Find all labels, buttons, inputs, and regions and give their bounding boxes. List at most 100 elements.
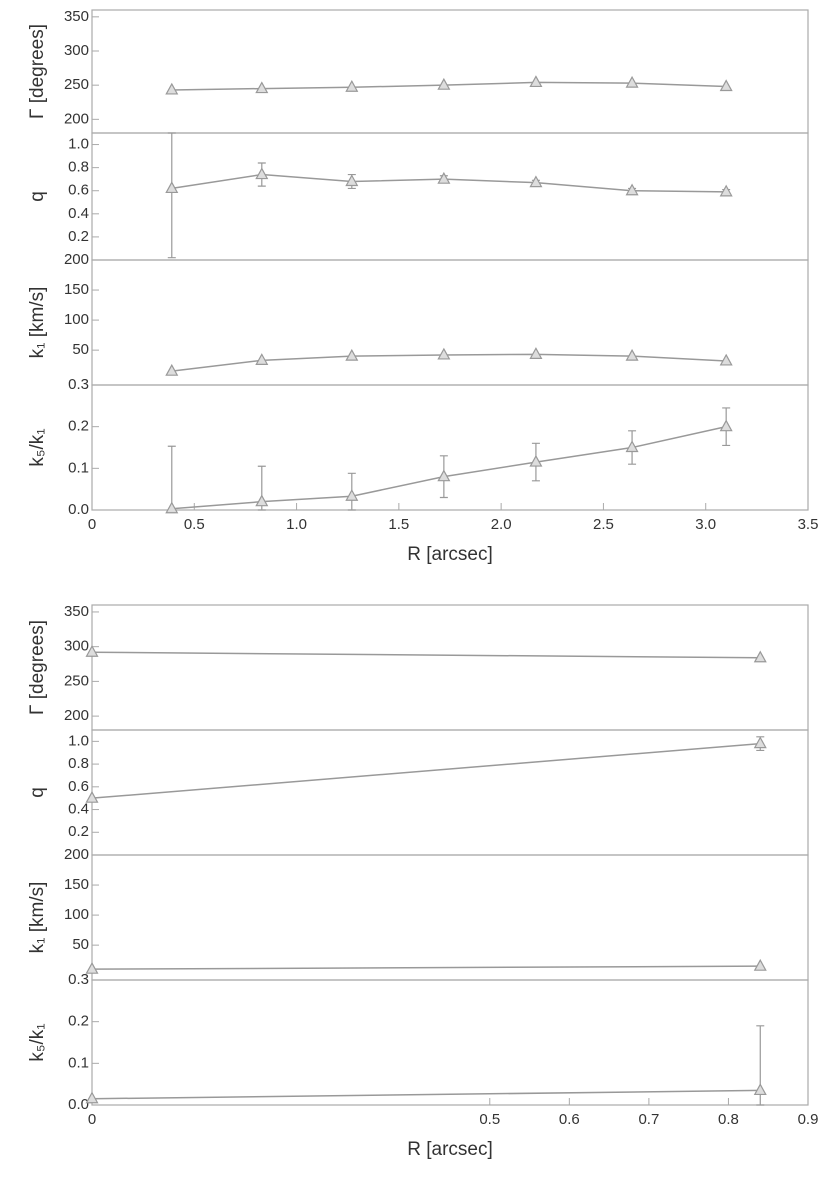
marker bbox=[437, 469, 451, 482]
y-axis-label: k₅/k₁ bbox=[27, 428, 48, 466]
y-tick-label: 100 bbox=[64, 311, 89, 328]
error-bar bbox=[167, 445, 176, 511]
panel-frame bbox=[91, 384, 809, 511]
y-tick-label: 50 bbox=[72, 341, 89, 358]
marker bbox=[165, 501, 179, 514]
marker bbox=[85, 644, 99, 657]
x-tick-label: 0 bbox=[88, 516, 96, 533]
x-tick-label: 0.5 bbox=[479, 1111, 500, 1128]
y-tick-label: 150 bbox=[64, 281, 89, 298]
y-tick-label: 300 bbox=[64, 638, 89, 655]
error-bar bbox=[167, 132, 176, 259]
x-tick-label: 2.0 bbox=[491, 516, 512, 533]
marker bbox=[345, 79, 359, 92]
y-tick-label: 0.2 bbox=[68, 1013, 89, 1030]
marker bbox=[719, 353, 733, 366]
panel-frame bbox=[91, 9, 809, 134]
marker bbox=[529, 175, 543, 188]
x-tick-label: 0.8 bbox=[718, 1111, 739, 1128]
y-axis-label: Γ [degrees] bbox=[27, 620, 48, 715]
marker bbox=[345, 174, 359, 187]
marker bbox=[85, 1091, 99, 1104]
y-tick-label: 0.8 bbox=[68, 159, 89, 176]
y-tick-label: 250 bbox=[64, 76, 89, 93]
marker bbox=[85, 790, 99, 803]
y-axis-label: k₅/k₁ bbox=[27, 1023, 48, 1061]
y-tick-label: 0.1 bbox=[68, 459, 89, 476]
marker bbox=[165, 363, 179, 376]
y-tick-label: 0.4 bbox=[68, 801, 89, 818]
x-tick-label: 0.6 bbox=[559, 1111, 580, 1128]
y-tick-label: 350 bbox=[64, 603, 89, 620]
marker bbox=[437, 171, 451, 184]
y-tick-label: 200 bbox=[64, 110, 89, 127]
marker bbox=[719, 79, 733, 92]
marker bbox=[85, 961, 99, 974]
y-tick-label: 0.4 bbox=[68, 205, 89, 222]
data-line bbox=[91, 965, 761, 970]
x-tick-label: 1.5 bbox=[388, 516, 409, 533]
y-tick-label: 100 bbox=[64, 906, 89, 923]
marker bbox=[255, 494, 269, 507]
y-tick-label: 0.0 bbox=[68, 1096, 89, 1113]
x-tick-label: 3.0 bbox=[695, 516, 716, 533]
marker bbox=[345, 348, 359, 361]
marker bbox=[529, 347, 543, 359]
marker bbox=[165, 181, 179, 194]
y-tick-label: 0.2 bbox=[68, 228, 89, 245]
x-tick-label: 0.7 bbox=[638, 1111, 659, 1128]
marker bbox=[255, 353, 269, 365]
y-tick-label: 200 bbox=[64, 846, 89, 863]
y-tick-label: 250 bbox=[64, 672, 89, 689]
marker bbox=[255, 81, 269, 94]
y-axis-label: k₁ [km/s] bbox=[27, 287, 48, 359]
y-tick-label: 200 bbox=[64, 251, 89, 268]
y-axis-label: k₁ [km/s] bbox=[27, 882, 48, 954]
y-tick-label: 1.0 bbox=[68, 732, 89, 749]
marker bbox=[753, 650, 767, 663]
y-tick-label: 0.0 bbox=[68, 501, 89, 518]
marker bbox=[345, 489, 359, 501]
y-tick-label: 1.0 bbox=[68, 136, 89, 153]
y-tick-label: 200 bbox=[64, 707, 89, 724]
data-line bbox=[91, 742, 761, 799]
x-axis-label: R [arcsec] bbox=[407, 544, 493, 565]
x-tick-label: 0 bbox=[88, 1111, 96, 1128]
marker bbox=[753, 958, 767, 971]
marker bbox=[753, 1083, 767, 1096]
marker bbox=[719, 184, 733, 197]
data-line bbox=[91, 1089, 761, 1100]
marker bbox=[719, 419, 733, 432]
y-tick-label: 0.8 bbox=[68, 755, 89, 772]
marker bbox=[165, 82, 179, 95]
data-line bbox=[171, 425, 727, 510]
panel-frame bbox=[91, 854, 809, 981]
marker bbox=[529, 454, 543, 467]
y-axis-label: q bbox=[27, 191, 48, 202]
panel-frame bbox=[91, 132, 809, 261]
marker bbox=[529, 75, 543, 88]
panel-frame bbox=[91, 979, 809, 1106]
panel-frame bbox=[91, 259, 809, 386]
x-tick-label: 0.9 bbox=[798, 1111, 819, 1128]
y-axis-label: Γ [degrees] bbox=[27, 24, 48, 119]
y-axis-label: q bbox=[27, 787, 48, 798]
y-tick-label: 0.6 bbox=[68, 778, 89, 795]
marker bbox=[625, 183, 639, 196]
y-tick-label: 0.3 bbox=[68, 971, 89, 988]
marker bbox=[255, 167, 269, 180]
data-line bbox=[91, 651, 761, 659]
y-tick-label: 0.6 bbox=[68, 182, 89, 199]
marker bbox=[437, 77, 451, 90]
marker bbox=[625, 440, 639, 453]
x-tick-label: 3.5 bbox=[798, 516, 819, 533]
y-tick-label: 150 bbox=[64, 876, 89, 893]
panel-frame bbox=[91, 604, 809, 731]
y-tick-label: 0.3 bbox=[68, 376, 89, 393]
marker bbox=[753, 736, 767, 749]
marker bbox=[625, 75, 639, 88]
x-axis-label: R [arcsec] bbox=[407, 1139, 493, 1160]
y-tick-label: 0.1 bbox=[68, 1054, 89, 1071]
y-tick-label: 350 bbox=[64, 8, 89, 25]
